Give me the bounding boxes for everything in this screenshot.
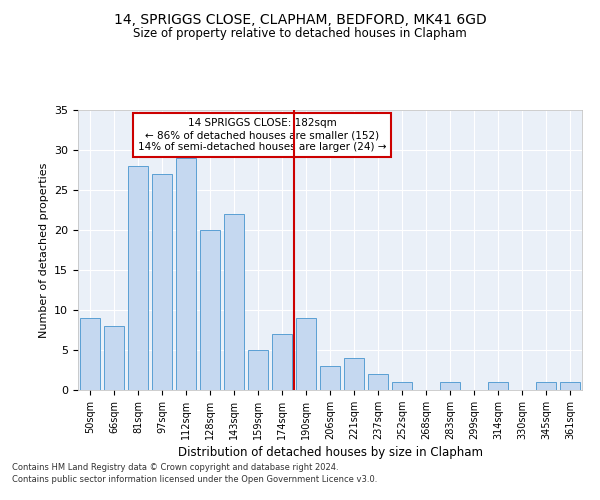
Bar: [152, 174, 172, 390]
Bar: [104, 326, 124, 390]
Bar: [272, 334, 292, 390]
Bar: [560, 382, 580, 390]
Bar: [536, 382, 556, 390]
Text: Size of property relative to detached houses in Clapham: Size of property relative to detached ho…: [133, 28, 467, 40]
Bar: [176, 158, 196, 390]
Bar: [80, 318, 100, 390]
Bar: [488, 382, 508, 390]
Bar: [248, 350, 268, 390]
Y-axis label: Number of detached properties: Number of detached properties: [38, 162, 49, 338]
Bar: [368, 374, 388, 390]
Text: 14 SPRIGGS CLOSE: 182sqm
← 86% of detached houses are smaller (152)
14% of semi-: 14 SPRIGGS CLOSE: 182sqm ← 86% of detach…: [138, 118, 386, 152]
Bar: [224, 214, 244, 390]
Bar: [320, 366, 340, 390]
Bar: [392, 382, 412, 390]
Text: Contains public sector information licensed under the Open Government Licence v3: Contains public sector information licen…: [12, 475, 377, 484]
Text: Contains HM Land Registry data © Crown copyright and database right 2024.: Contains HM Land Registry data © Crown c…: [12, 464, 338, 472]
Bar: [200, 230, 220, 390]
Bar: [128, 166, 148, 390]
Bar: [344, 358, 364, 390]
Bar: [296, 318, 316, 390]
Text: 14, SPRIGGS CLOSE, CLAPHAM, BEDFORD, MK41 6GD: 14, SPRIGGS CLOSE, CLAPHAM, BEDFORD, MK4…: [113, 12, 487, 26]
Bar: [440, 382, 460, 390]
X-axis label: Distribution of detached houses by size in Clapham: Distribution of detached houses by size …: [178, 446, 482, 459]
